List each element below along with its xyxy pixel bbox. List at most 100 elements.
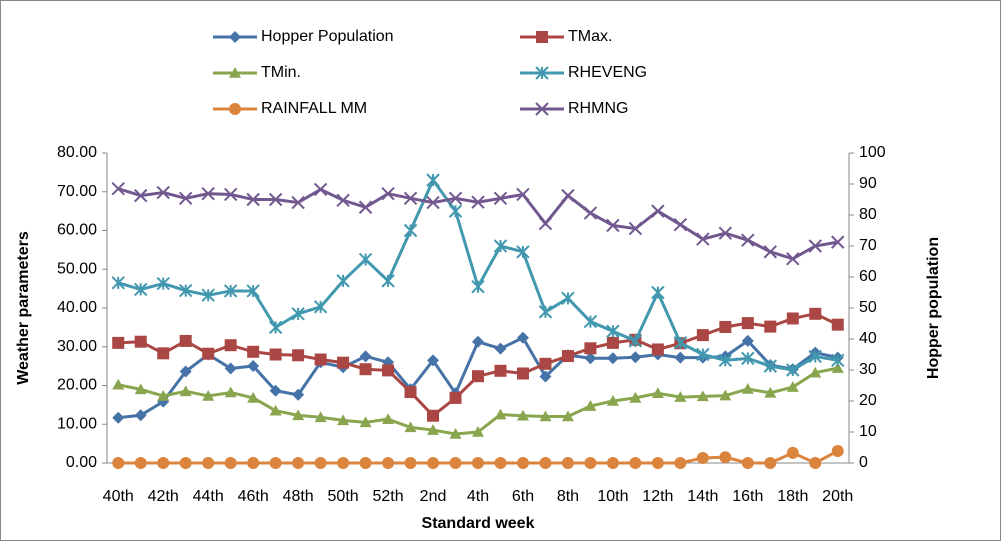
marker (831, 353, 845, 368)
marker (471, 279, 485, 294)
marker (448, 204, 463, 218)
x-tick-label: 14th (687, 488, 718, 505)
marker (831, 362, 844, 373)
marker (337, 414, 350, 426)
marker (358, 252, 373, 267)
marker (157, 457, 170, 469)
marker (313, 182, 328, 197)
marker (584, 457, 597, 469)
marker (134, 409, 147, 422)
marker (382, 364, 395, 377)
y2-tick-label: 70 (859, 237, 877, 254)
marker (741, 334, 754, 347)
marker (224, 339, 237, 352)
marker (696, 329, 709, 342)
y2-tick-label: 90 (859, 175, 877, 192)
y-axis-title: Weather parameters (15, 231, 32, 385)
marker (381, 274, 395, 288)
marker (651, 457, 664, 469)
marker (629, 391, 642, 403)
marker (427, 457, 440, 469)
marker (314, 353, 327, 366)
legend-label: RHEVENG (568, 64, 647, 81)
marker (539, 457, 552, 469)
marker (629, 351, 642, 364)
marker (291, 307, 305, 321)
marker (831, 318, 844, 331)
marker (359, 350, 372, 363)
marker (718, 353, 733, 368)
marker (202, 457, 215, 469)
marker (673, 336, 688, 350)
marker (247, 391, 260, 403)
marker (382, 413, 395, 425)
legend-marker (535, 66, 549, 80)
marker (382, 457, 395, 469)
marker (651, 204, 665, 218)
marker (179, 457, 192, 469)
marker (472, 457, 484, 469)
marker (472, 335, 484, 348)
marker (268, 192, 283, 207)
marker (606, 324, 620, 338)
marker (448, 191, 463, 206)
legend-marker (536, 31, 548, 43)
marker (224, 386, 237, 398)
y2-tick-label: 10 (859, 423, 877, 440)
y-tick-label: 40.00 (57, 299, 97, 316)
marker (719, 389, 732, 401)
marker (741, 317, 754, 330)
marker (427, 409, 440, 422)
y2-tick-label: 80 (859, 206, 877, 223)
y2-tick-label: 20 (859, 392, 877, 409)
marker (561, 188, 575, 203)
x-tick-label: 40th (103, 488, 134, 505)
marker (313, 300, 328, 314)
marker (583, 314, 598, 329)
marker (427, 424, 440, 435)
marker (202, 389, 215, 401)
y2-tick-label: 60 (859, 268, 877, 285)
marker (223, 284, 238, 298)
marker (831, 444, 844, 457)
marker (763, 245, 778, 259)
marker (651, 387, 664, 399)
marker (403, 191, 418, 206)
marker (247, 359, 260, 372)
marker (696, 232, 710, 246)
marker (471, 195, 485, 209)
marker (336, 274, 350, 288)
marker (628, 221, 643, 236)
marker (696, 390, 709, 402)
y-tick-label: 80.00 (57, 144, 97, 161)
marker (247, 345, 260, 358)
marker (449, 427, 462, 439)
legend-marker (229, 67, 241, 78)
marker (359, 416, 372, 428)
marker (786, 381, 799, 392)
x-tick-label: 16th (732, 488, 763, 505)
marker (606, 218, 620, 233)
marker (269, 384, 282, 397)
legend-label: Hopper Population (261, 28, 394, 45)
marker (584, 400, 597, 411)
marker (404, 457, 417, 469)
marker (809, 366, 822, 378)
marker (809, 457, 822, 469)
legend-label: TMax. (568, 28, 612, 45)
x-axis-title: Standard week (422, 515, 535, 532)
marker (516, 331, 529, 344)
marker (269, 457, 282, 469)
marker (583, 206, 598, 220)
marker (538, 216, 553, 231)
marker (494, 408, 507, 420)
marker (741, 382, 754, 394)
marker (426, 173, 440, 187)
y-tick-label: 0.00 (66, 454, 97, 471)
y-tick-label: 20.00 (57, 377, 97, 394)
legend-label: TMin. (261, 64, 301, 81)
marker (539, 370, 552, 383)
marker (494, 457, 507, 469)
marker (494, 364, 507, 377)
